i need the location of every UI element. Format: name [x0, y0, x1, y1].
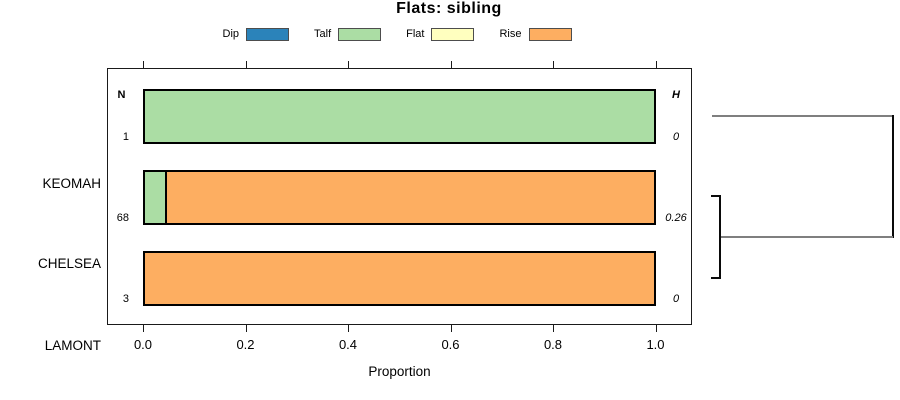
- axis-tick: [245, 61, 247, 68]
- h-value: 0: [672, 293, 680, 305]
- legend-swatch-dip: [246, 27, 290, 41]
- legend-swatch-talf: [338, 27, 382, 41]
- proportion-bar-lamont: [143, 251, 656, 306]
- legend-item-talf: Talf: [314, 27, 382, 41]
- bar-segment-rise: [145, 253, 654, 304]
- axis-tick: [143, 61, 144, 68]
- n-value: 3: [122, 293, 129, 305]
- axis-tick: [553, 325, 554, 332]
- axis-tick: [655, 61, 657, 68]
- dendrogram-bracket-tick-chelsea: [711, 195, 720, 197]
- legend: Dip Talf Flat Rise: [0, 26, 794, 42]
- axis-tick: [450, 61, 452, 68]
- axis-tick-label: 0.0: [133, 337, 153, 352]
- axis-tick: [348, 325, 349, 332]
- bar-segment-talf: [145, 91, 654, 142]
- h-value: 0.26: [665, 212, 687, 224]
- h-column-header: H: [672, 89, 680, 101]
- bar-segment-talf: [145, 172, 168, 223]
- h-value: 0: [672, 131, 680, 143]
- axis-tick: [655, 325, 657, 332]
- y-category-label: LAMONT: [44, 338, 101, 353]
- chart-title: Flats: sibling: [396, 0, 502, 17]
- y-category-label: KEOMAH: [42, 176, 101, 191]
- legend-label: Dip: [222, 28, 240, 40]
- proportion-bar-keomah: [143, 89, 656, 144]
- proportion-bar-chelsea: [143, 170, 656, 225]
- axis-tick-label: 0.6: [441, 337, 460, 352]
- bar-segment-rise: [167, 172, 654, 223]
- dendrogram-bracket-tick-lamont: [711, 277, 720, 279]
- dendrogram-root-join: [892, 115, 894, 238]
- n-value: 68: [116, 212, 129, 224]
- axis-tick: [348, 61, 349, 68]
- n-column-header: N: [117, 89, 126, 101]
- y-category-label: CHELSEA: [37, 256, 101, 271]
- legend-item-flat: Flat: [406, 27, 475, 41]
- legend-item-dip: Dip: [222, 27, 290, 41]
- dendrogram-keomah-branch: [712, 115, 893, 117]
- legend-item-rise: Rise: [499, 27, 572, 41]
- dendrogram-bracket-chelsea-lamont: [719, 195, 721, 279]
- n-value: 1: [122, 131, 129, 143]
- axis-tick-label: 0.2: [236, 337, 255, 352]
- axis-tick: [450, 325, 452, 332]
- axis-tick: [245, 325, 247, 332]
- axis-tick: [143, 325, 144, 332]
- axis-tick-label: 1.0: [646, 337, 665, 352]
- axis-tick-label: 0.4: [338, 337, 358, 352]
- legend-label: Flat: [406, 28, 425, 40]
- legend-swatch-flat: [431, 27, 475, 41]
- legend-label: Rise: [499, 28, 522, 40]
- plot-area: N H 1 0 68 0.26 3 0 0.0 0.2 0.4 0.6 0.8 1.0: [107, 61, 692, 352]
- x-axis-title: Proportion: [368, 364, 431, 379]
- legend-swatch-rise: [528, 27, 572, 41]
- y-axis-labels: KEOMAH CHELSEA LAMONT: [0, 0, 101, 400]
- dendrogram-cluster-branch: [720, 236, 893, 238]
- axis-tick: [553, 61, 554, 68]
- axis-tick-label: 0.8: [543, 337, 563, 352]
- legend-label: Talf: [314, 28, 332, 40]
